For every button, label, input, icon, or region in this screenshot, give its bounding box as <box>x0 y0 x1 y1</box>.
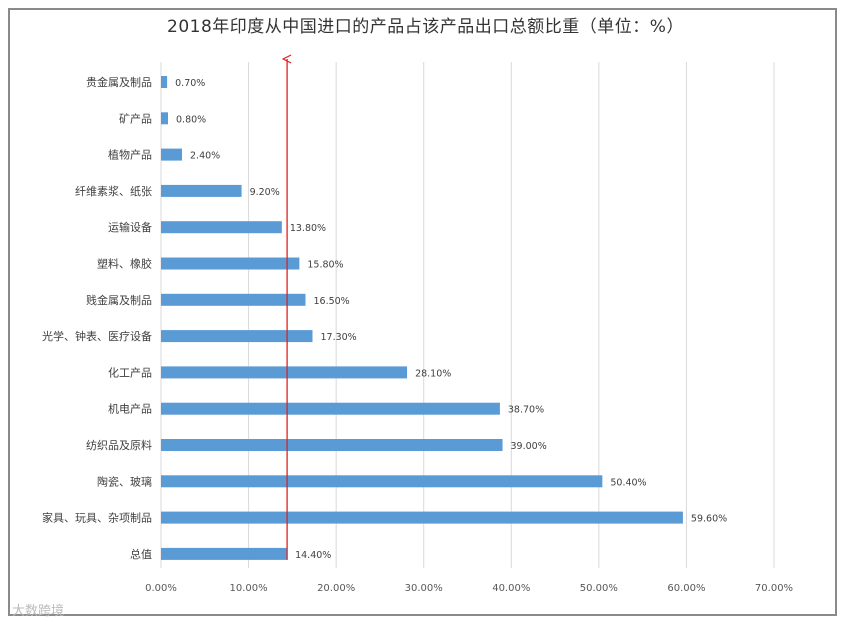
data-label: 38.70% <box>508 405 544 416</box>
bar <box>161 402 500 415</box>
bar <box>161 511 683 524</box>
bar <box>161 366 408 379</box>
x-tick-label: 20.00% <box>317 583 355 594</box>
watermark: 大数跨境 <box>12 604 65 619</box>
bar <box>161 257 300 270</box>
category-label: 运输设备 <box>108 220 152 234</box>
data-label: 39.00% <box>511 441 547 452</box>
bar <box>161 547 288 560</box>
data-label: 9.20% <box>250 187 280 198</box>
data-label: 14.40% <box>295 550 331 561</box>
category-label: 总值 <box>130 547 152 561</box>
category-label: 纺织品及原料 <box>86 438 152 452</box>
chart-title: 2018年印度从中国进口的产品占该产品出口总额比重（单位：%） <box>167 17 684 37</box>
data-label: 15.80% <box>307 260 343 271</box>
category-label: 光学、钟表、医疗设备 <box>42 329 152 343</box>
category-label: 纤维素浆、纸张 <box>75 184 152 198</box>
category-label: 植物产品 <box>108 148 152 162</box>
category-label: 塑料、橡胶 <box>97 257 152 271</box>
category-label: 贵金属及制品 <box>86 75 152 89</box>
x-tick-label: 50.00% <box>580 583 618 594</box>
x-tick-label: 70.00% <box>755 583 793 594</box>
data-label: 0.80% <box>176 114 206 125</box>
category-label: 陶瓷、玻璃 <box>97 474 152 488</box>
bar <box>161 76 168 88</box>
data-label: 2.40% <box>190 151 220 162</box>
x-tick-label: 0.00% <box>145 583 177 594</box>
category-label: 矿产品 <box>119 111 152 125</box>
bar <box>161 475 603 488</box>
bar <box>161 148 183 161</box>
bar <box>161 184 242 197</box>
category-label: 家具、玩具、杂项制品 <box>42 511 152 525</box>
data-label: 0.70% <box>175 78 205 89</box>
data-label: 17.30% <box>320 332 356 343</box>
data-label: 13.80% <box>290 223 326 234</box>
bar <box>161 439 503 451</box>
category-label: 化工产品 <box>108 365 152 379</box>
x-tick-label: 10.00% <box>230 583 268 594</box>
data-label: 28.10% <box>415 368 451 379</box>
category-label: 机电产品 <box>108 402 152 416</box>
bar <box>161 293 306 306</box>
x-tick-label: 40.00% <box>492 583 530 594</box>
x-tick-label: 30.00% <box>405 583 443 594</box>
data-label: 50.40% <box>610 477 646 488</box>
bar <box>161 330 313 343</box>
bar <box>161 221 282 234</box>
data-label: 59.60% <box>691 514 727 525</box>
data-label: 16.50% <box>313 296 349 307</box>
x-tick-label: 60.00% <box>667 583 705 594</box>
category-label: 贱金属及制品 <box>86 293 152 307</box>
bar <box>161 112 169 125</box>
